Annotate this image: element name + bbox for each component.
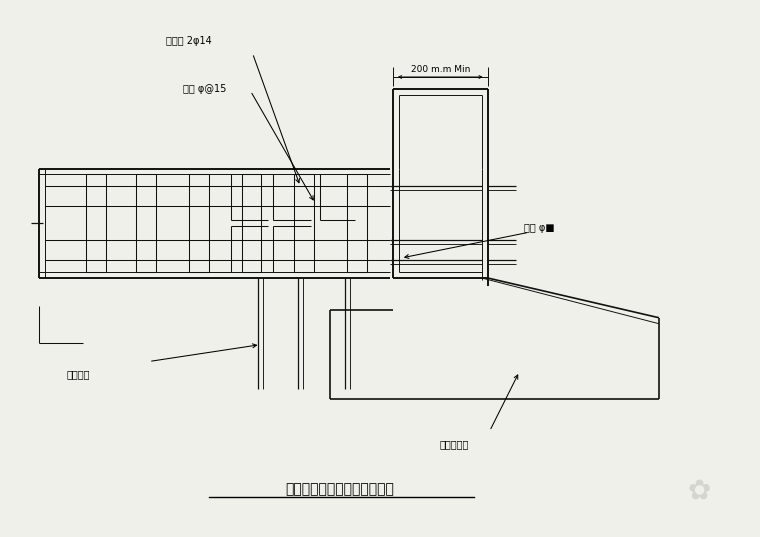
Text: 200 m.m Min: 200 m.m Min <box>410 65 470 74</box>
Text: 原有混凝土: 原有混凝土 <box>440 439 469 449</box>
Text: 箍筋 φ@15: 箍筋 φ@15 <box>182 84 226 94</box>
Text: 新地梁与原基础连接节点详图: 新地梁与原基础连接节点详图 <box>286 482 394 496</box>
Text: 孔径 φ■: 孔径 φ■ <box>524 223 555 233</box>
Text: 上下筋 2φ14: 上下筋 2φ14 <box>166 36 211 46</box>
Text: ✿: ✿ <box>687 477 711 505</box>
Text: 化学生根: 化学生根 <box>66 369 90 380</box>
